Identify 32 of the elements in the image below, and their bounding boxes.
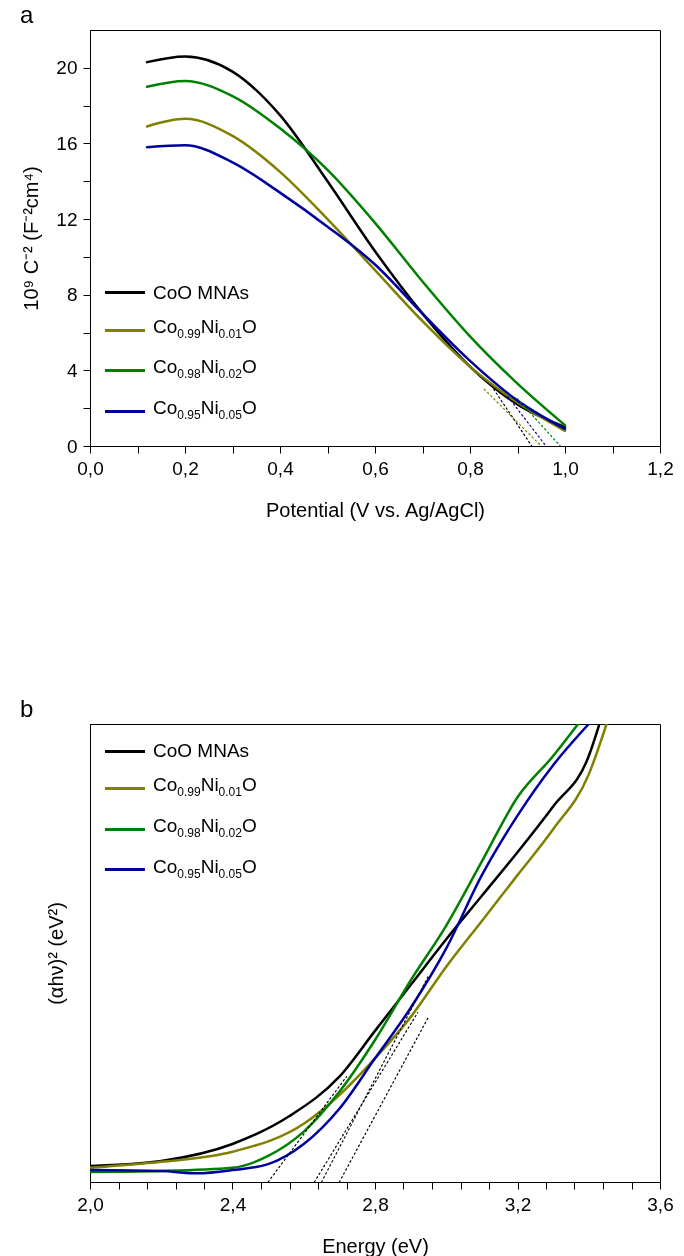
- y-axis-title: (αhν)² (eV²): [44, 902, 67, 1005]
- chart-title: a: [20, 1, 34, 28]
- y-tick-label: 12: [56, 208, 78, 230]
- x-tick-label: 2,4: [219, 1193, 247, 1215]
- legend-label: Co$_{0.95}$Ni$_{0.05}$O: [153, 396, 257, 424]
- y-axis-title: 10⁹ C⁻² (F⁻²cm⁴): [20, 166, 43, 311]
- x-tick-label: 1,2: [647, 457, 674, 479]
- x-tick-label: 0,2: [172, 457, 199, 479]
- legend-label: Co$_{0.99}$Ni$_{0.01}$O: [153, 773, 257, 801]
- legend-label: CoO MNAs: [153, 280, 250, 305]
- x-tick-label: 3,2: [504, 1193, 532, 1215]
- legend-label: Co$_{0.98}$Ni$_{0.02}$O: [153, 813, 257, 842]
- y-tick-label: 16: [56, 132, 78, 154]
- chart-title: b: [20, 695, 34, 722]
- legend-label: Co$_{0.99}$Ni$_{0.01}$O: [153, 314, 257, 343]
- x-tick-label: 0,8: [457, 457, 484, 479]
- x-tick-label: 2,8: [362, 1193, 389, 1215]
- legend-label: Co$_{0.95}$Ni$_{0.05}$O: [153, 854, 257, 883]
- y-tick-label: 4: [66, 359, 78, 381]
- legend-label: Co$_{0.98}$Ni$_{0.02}$O: [153, 355, 257, 384]
- x-tick-label: 3,6: [647, 1193, 674, 1215]
- x-tick-label: 0,0: [77, 457, 104, 479]
- y-tick-label: 0: [66, 435, 78, 457]
- x-tick-label: 2,0: [77, 1193, 104, 1215]
- x-tick-label: 1,0: [552, 457, 579, 479]
- legend-label: CoO MNAs: [153, 739, 250, 763]
- x-tick-label: 0,4: [267, 457, 295, 479]
- x-axis-title: Potential (V vs. Ag/AgCl): [266, 498, 485, 521]
- y-tick-label: 20: [56, 57, 78, 79]
- y-tick-label: 8: [66, 284, 78, 306]
- x-axis-title: Energy (eV): [322, 1234, 429, 1256]
- x-tick-label: 0,6: [362, 457, 389, 479]
